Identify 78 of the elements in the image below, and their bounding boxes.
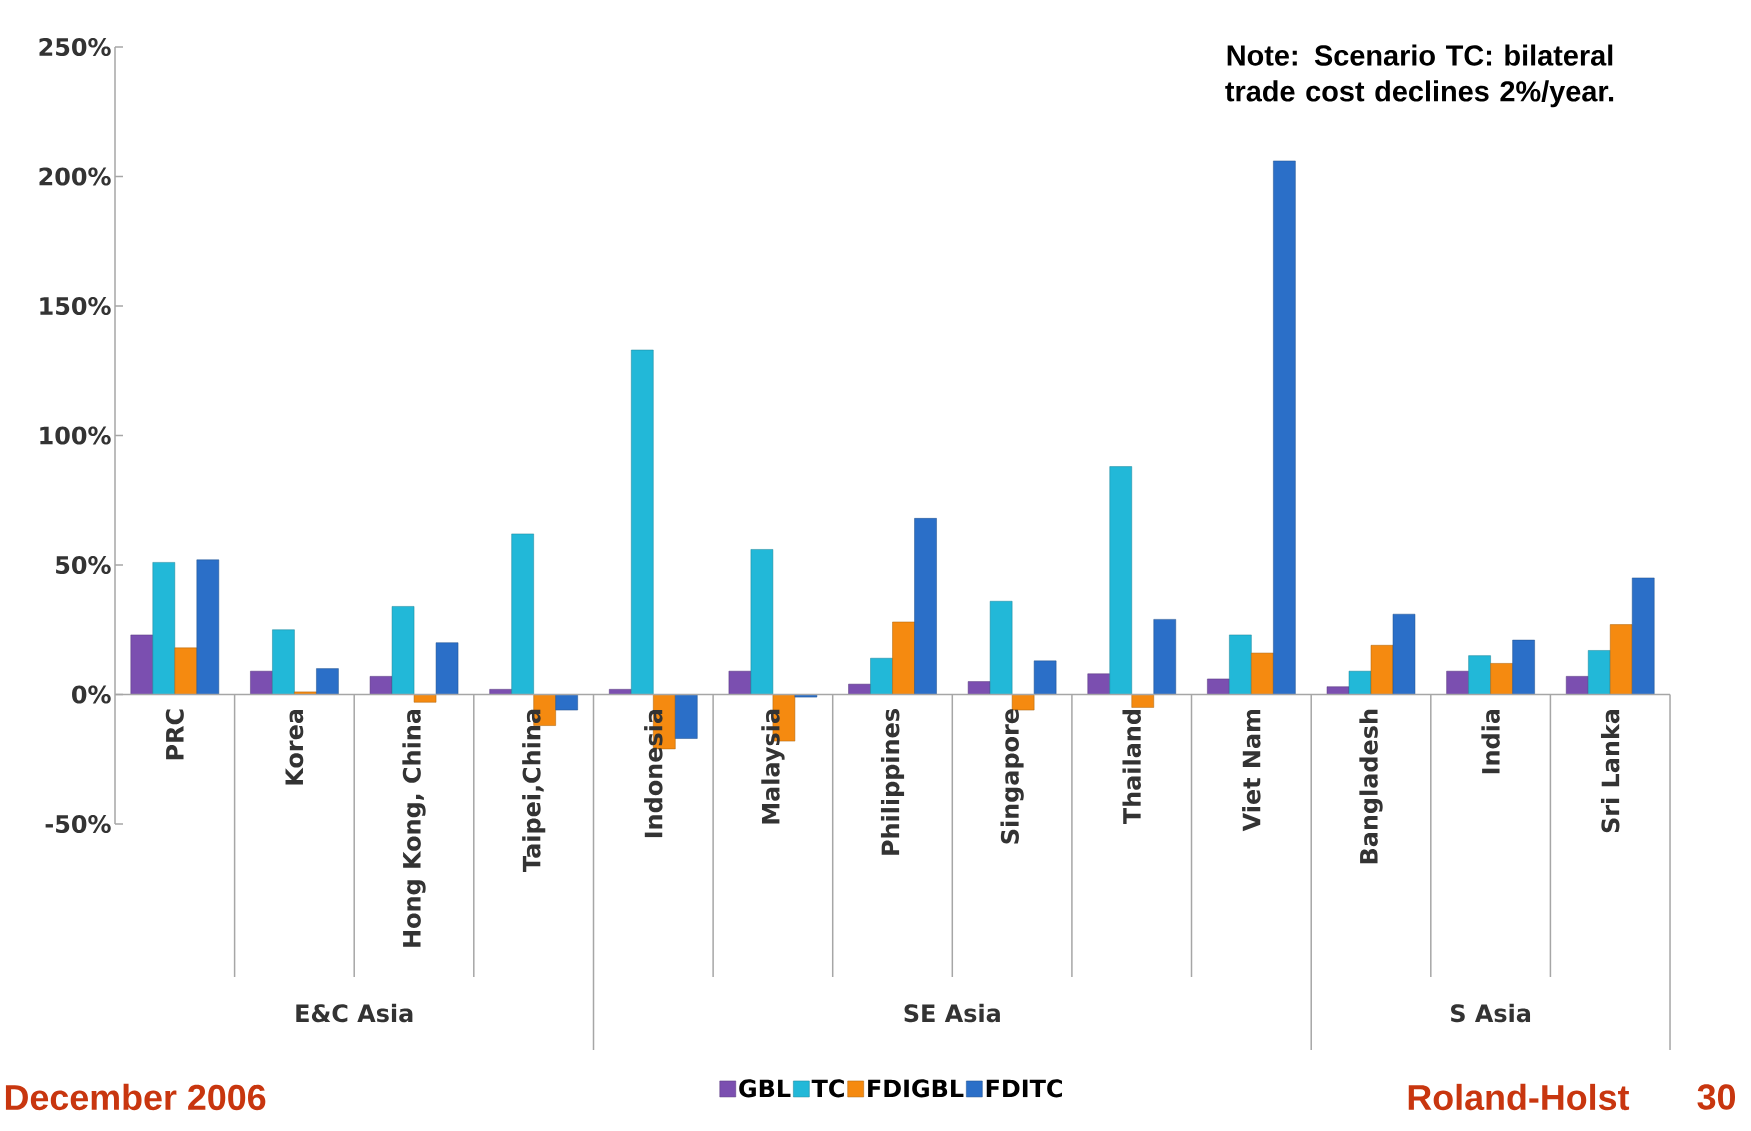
bar [1565, 676, 1589, 695]
bar [130, 634, 154, 695]
x-tick-label: Philippines [880, 709, 905, 855]
y-tick-label: 0% [72, 685, 111, 704]
annotation: Note: Scenario TC: bilateral trade cost declines 2%/year. [1225, 44, 1614, 108]
bar [967, 681, 991, 695]
bar [196, 559, 220, 695]
bar [1229, 634, 1252, 695]
bar [1609, 624, 1633, 695]
bar [1631, 577, 1655, 695]
x-tick-label: Singapore [1000, 709, 1024, 844]
bar [728, 670, 752, 695]
legend-label: GBL [739, 1079, 791, 1098]
bar [1446, 670, 1469, 695]
x-tick-label: Indonesia [644, 709, 663, 838]
bar [1392, 613, 1416, 695]
text: December 2006 [5, 1083, 266, 1111]
y-tick-label: 100% [40, 426, 111, 445]
bar [892, 621, 915, 695]
bar [631, 349, 654, 695]
text: E&C Asia [296, 1003, 413, 1023]
bar [413, 694, 437, 703]
bar [1512, 639, 1535, 695]
bar [1153, 619, 1176, 695]
bar [1490, 663, 1513, 695]
bar [870, 657, 893, 695]
bar [1011, 694, 1035, 711]
text: SE Asia [904, 1003, 1000, 1023]
bar [294, 691, 317, 695]
bar [1207, 678, 1230, 695]
bar [435, 642, 459, 695]
bar [1587, 650, 1611, 695]
bar [1326, 686, 1350, 695]
bar [511, 533, 534, 695]
text: 30 [1697, 1084, 1736, 1110]
bar [794, 694, 818, 698]
legend-label: TC [811, 1079, 844, 1098]
bar [989, 601, 1013, 695]
bar [1251, 652, 1274, 695]
y-tick-label: 250% [39, 37, 111, 57]
text: Roland-Holst [1408, 1083, 1630, 1111]
y-tick-label: 150% [40, 296, 111, 316]
bar [369, 676, 393, 695]
bar [1109, 466, 1132, 695]
legend-label: FDITC [986, 1079, 1062, 1098]
bar [391, 606, 415, 695]
bar [1033, 660, 1057, 695]
y-tick-label: 50% [56, 555, 111, 575]
bar [1468, 655, 1491, 695]
y-tick-label: 200% [39, 167, 111, 186]
y-tick-label: -50% [45, 814, 111, 834]
bar [316, 668, 339, 695]
bar [272, 629, 295, 695]
bar [555, 694, 578, 711]
legend-label: FDIGBL [868, 1079, 964, 1098]
bar [250, 670, 273, 695]
bar [914, 518, 937, 695]
x-tick-label: Hong Kong, China [402, 709, 426, 947]
bar [848, 683, 871, 695]
bar [1131, 694, 1154, 708]
x-tick-label: Thailand [1122, 710, 1141, 825]
text: S Asia [1451, 1003, 1531, 1023]
bar [1370, 645, 1394, 695]
bar [174, 647, 198, 695]
bar [152, 562, 176, 695]
x-tick-label: Viet Nam [1242, 709, 1261, 832]
x-tick-label: Bangladesh [1359, 709, 1383, 864]
bar [1348, 670, 1372, 695]
bar [1087, 673, 1110, 695]
bar [675, 694, 698, 739]
bar [750, 549, 774, 695]
x-tick-label: Sri Lanka [1600, 709, 1620, 833]
x-tick-label: PRC [165, 709, 184, 760]
x-tick-label: Malaysia [761, 709, 785, 824]
x-tick-label: Korea [285, 709, 304, 785]
x-tick-label: Taipei,China [522, 709, 546, 872]
bar [1273, 160, 1296, 695]
x-tick-label: India [1481, 709, 1500, 774]
